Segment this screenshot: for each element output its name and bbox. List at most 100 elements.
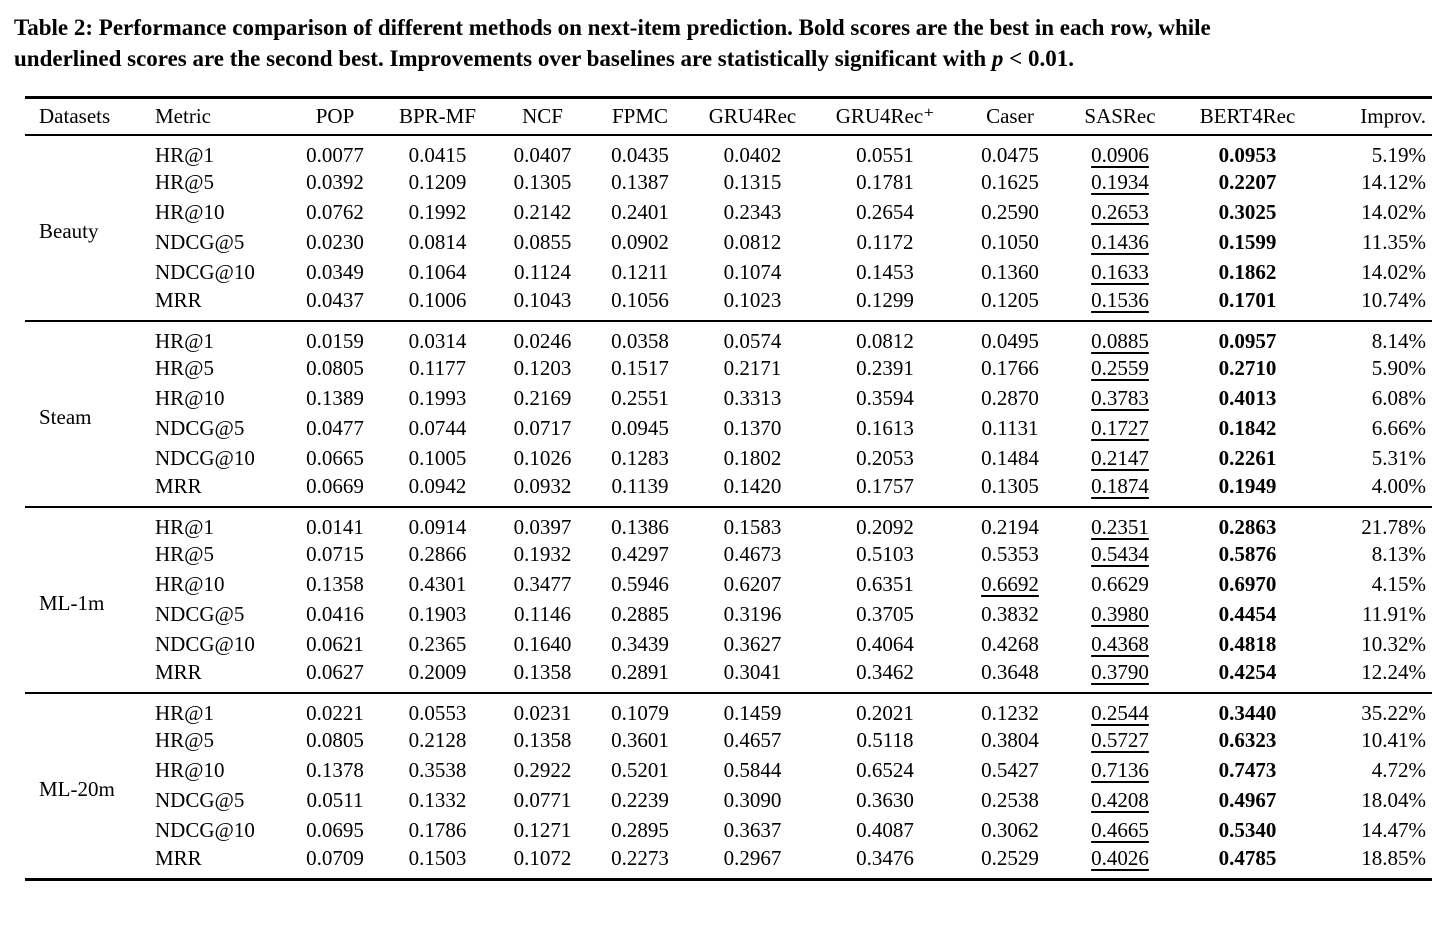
score-value: 0.1633 [1091, 260, 1149, 284]
score-value: 0.0415 [408, 142, 467, 167]
improvement-value: 18.85% [1361, 845, 1426, 870]
score-value: 0.3477 [513, 572, 572, 596]
metric-label: NDCG@10 [155, 260, 255, 284]
score-value: 0.5103 [856, 542, 914, 566]
improvement-value: 21.78% [1361, 514, 1426, 539]
score-value: 0.2922 [513, 758, 572, 782]
table-row: NDCG@5 0.0477 0.0744 0.0717 0.0945 0.1370 0.16… [25, 414, 1432, 444]
score-value: 0.0627 [306, 659, 364, 684]
score-value: 0.0805 [306, 728, 364, 752]
score-value: 0.1064 [408, 260, 467, 284]
column-header-improv: Improv. [1360, 103, 1426, 128]
score-value: 0.6692 [981, 572, 1039, 596]
score-value: 0.1503 [408, 845, 467, 870]
table-header: Datasets Metric POP BPR-MF NCF FPMC GRU4Rec GRU… [25, 97, 1432, 135]
score-value: 0.4368 [1091, 632, 1149, 656]
score-value: 0.3041 [723, 659, 782, 684]
score-value: 0.0435 [611, 142, 669, 167]
metric-label: HR@10 [155, 386, 225, 410]
metric-label: HR@5 [155, 356, 215, 380]
score-value: 0.5727 [1091, 728, 1149, 752]
score-value: 0.0159 [306, 328, 364, 353]
score-value: 0.1023 [723, 287, 782, 312]
metric-label: NDCG@10 [155, 446, 255, 470]
score-value: 0.4673 [723, 542, 782, 566]
score-value: 0.1874 [1091, 473, 1149, 498]
score-value: 0.1332 [408, 788, 467, 812]
score-value: 0.1124 [514, 260, 571, 284]
score-value: 0.2128 [408, 728, 467, 752]
table-row: ML-20m HR@1 0.0221 0.0553 0.0231 0.1079 0.1459… [25, 693, 1432, 801]
score-value: 0.0358 [611, 328, 669, 353]
score-value: 0.2169 [513, 386, 572, 410]
score-value: 0.2654 [856, 200, 914, 224]
metric-label: MRR [155, 845, 202, 870]
improvement-value: 14.02% [1361, 260, 1426, 284]
score-value: 0.2895 [611, 818, 669, 842]
score-value: 0.0814 [408, 230, 467, 254]
table-row: NDCG@5 0.0230 0.0814 0.0855 0.0902 0.0812 0.11… [25, 228, 1432, 258]
score-value: 0.3476 [856, 845, 914, 870]
score-value: 0.4657 [723, 728, 782, 752]
score-value: 0.0477 [306, 416, 364, 440]
score-value: 0.0665 [306, 446, 364, 470]
score-value: 0.3832 [981, 602, 1039, 626]
improvement-value: 8.13% [1371, 542, 1426, 566]
table-row: MRR 0.0709 0.1503 0.1072 0.2273 0.2967 0.3476 0… [25, 846, 1432, 880]
score-value: 0.3439 [611, 632, 669, 656]
dataset-label: Steam [39, 404, 92, 429]
score-value: 0.1050 [981, 230, 1039, 254]
score-value: 0.6207 [723, 572, 782, 596]
metric-label: MRR [155, 473, 202, 498]
score-value: 0.1802 [723, 446, 782, 470]
score-value: 0.0314 [408, 328, 467, 353]
table-row: NDCG@10 0.0665 0.1005 0.1026 0.1283 0.1802 0.2… [25, 444, 1432, 474]
improvement-value: 4.15% [1371, 572, 1426, 596]
column-header-gru4rec: GRU4Rec⁺ [835, 103, 935, 128]
score-value: 0.0885 [1091, 328, 1149, 353]
score-value: 0.0416 [306, 602, 364, 626]
column-header-pop: POP [315, 103, 355, 128]
score-value: 0.0407 [513, 142, 572, 167]
score-value: 0.3090 [723, 788, 782, 812]
dataset-group-beauty: Beauty HR@1 0.0077 0.0415 0.0407 0.0435 0.0402… [25, 135, 1432, 321]
score-value: 0.2551 [611, 386, 669, 410]
score-value: 0.3783 [1091, 386, 1149, 410]
metric-label: HR@5 [155, 542, 215, 566]
improvement-value: 35.22% [1361, 700, 1426, 725]
improvement-value: 10.32% [1361, 632, 1426, 656]
improvement-value: 11.35% [1362, 230, 1426, 254]
improvement-value: 10.41% [1361, 728, 1426, 752]
score-value: 0.1420 [723, 473, 782, 498]
score-value: 0.4087 [856, 818, 914, 842]
score-value: 0.1358 [306, 572, 364, 596]
score-value: 0.0495 [981, 328, 1039, 353]
metric-label: NDCG@10 [155, 632, 255, 656]
score-value: 0.1932 [513, 542, 572, 566]
table-row: HR@5 0.0805 0.2128 0.1358 0.3601 0.4657 0.5118… [25, 726, 1432, 756]
score-value: 0.1727 [1091, 416, 1149, 440]
score-value: 0.1074 [723, 260, 782, 284]
score-value: 0.0906 [1091, 142, 1149, 167]
table-row: NDCG@5 0.0511 0.1332 0.0771 0.2239 0.3090 0.36… [25, 786, 1432, 816]
score-value: 0.2559 [1091, 356, 1149, 380]
score-value: 0.1536 [1091, 287, 1149, 312]
score-value: 0.0574 [723, 328, 782, 353]
score-value: 0.1613 [856, 416, 914, 440]
score-value: 0.2653 [1091, 200, 1149, 224]
score-value: 0.2401 [611, 200, 669, 224]
score-value: 0.1305 [513, 170, 572, 194]
dataset-label: ML-20m [39, 776, 115, 801]
score-value: 0.0553 [408, 700, 467, 725]
score-value: 0.0437 [306, 287, 364, 312]
score-value: 0.4064 [856, 632, 914, 656]
score-value: 0.4268 [981, 632, 1039, 656]
score-value: 0.1625 [981, 170, 1039, 194]
table-row: MRR 0.0669 0.0942 0.0932 0.1139 0.1420 0.1757 0… [25, 474, 1432, 507]
score-value: 0.2239 [611, 788, 669, 812]
score-value: 0.3630 [856, 788, 914, 812]
score-value: 0.0141 [306, 514, 364, 539]
column-header-caser: Caser [986, 103, 1034, 128]
metric-label: HR@1 [155, 700, 215, 725]
metric-label: HR@1 [155, 328, 215, 353]
